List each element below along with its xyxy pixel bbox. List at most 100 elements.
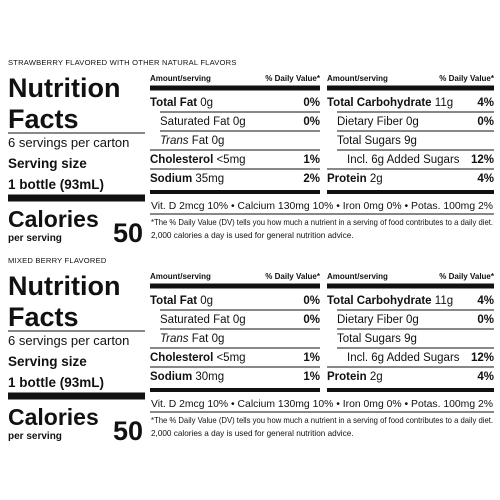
title: Facts: [8, 302, 79, 332]
nutrient-name: Fat: [192, 333, 209, 345]
calories: 50: [113, 218, 143, 248]
nutrient-name: Dietary Fiber: [337, 314, 403, 326]
column-header: Amount/serving: [327, 74, 388, 83]
nutrient-name: Total Sugars: [337, 333, 401, 345]
daily-value: 0%: [303, 97, 320, 109]
nutrient: Total Carbohydrate 11g: [327, 97, 453, 109]
nutrient-italic: Trans: [160, 333, 189, 345]
nutrient-name: Total Carbohydrate: [327, 97, 432, 109]
nutrient-amount: 2g: [370, 173, 383, 185]
nutrient: Saturated Fat 0g: [160, 116, 246, 128]
nutrient: Sodium 30mg: [150, 371, 224, 383]
nutrient-amount: 0g: [406, 314, 419, 326]
nutrient: Total Sugars 9g: [337, 333, 417, 345]
nutrient-name: Incl. 6g Added Sugars: [347, 154, 460, 166]
daily-value: 1%: [303, 371, 320, 383]
daily-value: 2%: [303, 173, 320, 185]
serving-size-label: Serving size: [8, 156, 87, 171]
daily-value: 0%: [303, 314, 320, 326]
flavor: MIXED BERRY FLAVORED: [8, 256, 107, 265]
nutrient: Sodium 35mg: [150, 173, 224, 185]
nutrient-name: Saturated Fat: [160, 314, 230, 326]
nutrient: Dietary Fiber 0g: [337, 314, 419, 326]
nutrient-name: Sodium: [150, 173, 192, 185]
nutrient-name: Total Fat: [150, 97, 197, 109]
nutrient-amount: <5mg: [216, 352, 245, 364]
nutrient: Incl. 6g Added Sugars: [347, 352, 460, 364]
nutrient-amount: 30mg: [195, 371, 224, 383]
column-header: Amount/serving: [327, 272, 388, 281]
nutrient-amount: 0g: [233, 314, 246, 326]
nutrient-name: Cholesterol: [150, 352, 213, 364]
calories-label: Calories: [8, 404, 99, 430]
title: Nutrition: [8, 271, 120, 301]
nutrient-amount: 0g: [212, 135, 225, 147]
vitamins: Vit. D 2mcg 10% • Calcium 130mg 10% • Ir…: [151, 200, 493, 212]
nutrient-amount: <5mg: [216, 154, 245, 166]
nutrient: Saturated Fat 0g: [160, 314, 246, 326]
nutrient-name: Fat: [192, 135, 209, 147]
daily-value: 1%: [303, 352, 320, 364]
daily-value: 4%: [477, 295, 494, 307]
flavor: STRAWBERRY FLAVORED WITH OTHER NATURAL F…: [8, 58, 237, 67]
calories-label: Calories: [8, 206, 99, 232]
nutrient-amount: 0g: [212, 333, 225, 345]
daily-value: 4%: [477, 97, 494, 109]
nutrient-name: Total Carbohydrate: [327, 295, 432, 307]
nutrient-amount: 11g: [435, 295, 453, 307]
column-header: Amount/serving: [150, 74, 211, 83]
daily-value: 0%: [303, 116, 320, 128]
serving-size: 1 bottle (93mL): [8, 375, 104, 390]
nutrient: Total Fat 0g: [150, 97, 213, 109]
nutrient: Trans Fat 0g: [160, 333, 224, 345]
nutrient-amount: 0g: [406, 116, 419, 128]
nutrient: Protein 2g: [327, 371, 383, 383]
column-header: % Daily Value*: [439, 272, 495, 281]
title: Nutrition: [8, 73, 120, 103]
nutrient-name: Cholesterol: [150, 154, 213, 166]
nutrient-name: Sodium: [150, 371, 192, 383]
nutrient-name: Incl. 6g Added Sugars: [347, 352, 460, 364]
footnote: 2,000 calories a day is used for general…: [151, 429, 354, 438]
nutrient-amount: 0g: [233, 116, 246, 128]
nutrient-name: Total Fat: [150, 295, 197, 307]
nutrient: Trans Fat 0g: [160, 135, 224, 147]
title: Facts: [8, 104, 79, 134]
nutrient-amount: 9g: [404, 135, 417, 147]
nutrient-name: Protein: [327, 173, 367, 185]
nutrient-amount: 2g: [370, 371, 383, 383]
nutrient-name: Dietary Fiber: [337, 116, 403, 128]
servings: 6 servings per carton: [8, 135, 129, 150]
servings: 6 servings per carton: [8, 333, 129, 348]
nutrient: Total Carbohydrate 11g: [327, 295, 453, 307]
footnote: *The % Daily Value (DV) tells you how mu…: [151, 416, 493, 425]
nutrient-amount: 0g: [200, 97, 213, 109]
nutrient: Dietary Fiber 0g: [337, 116, 419, 128]
nutrient: Total Fat 0g: [150, 295, 213, 307]
serving-size: 1 bottle (93mL): [8, 177, 104, 192]
nutrient: Total Sugars 9g: [337, 135, 417, 147]
nutrient-amount: 9g: [404, 333, 417, 345]
serving-size-label: Serving size: [8, 354, 87, 369]
daily-value: 1%: [303, 154, 320, 166]
nutrient-italic: Trans: [160, 135, 189, 147]
column-header: % Daily Value*: [439, 74, 495, 83]
daily-value: 4%: [477, 173, 494, 185]
column-header: Amount/serving: [150, 272, 211, 281]
column-header: % Daily Value*: [265, 74, 321, 83]
nutrient: Cholesterol <5mg: [150, 352, 246, 364]
footnote: 2,000 calories a day is used for general…: [151, 231, 354, 240]
column-header: % Daily Value*: [265, 272, 321, 281]
daily-value: 0%: [303, 295, 320, 307]
nutrient: Protein 2g: [327, 173, 383, 185]
daily-value: 0%: [477, 116, 494, 128]
nutrient-name: Protein: [327, 371, 367, 383]
nutrient-name: Total Sugars: [337, 135, 401, 147]
daily-value: 12%: [471, 352, 494, 364]
daily-value: 4%: [477, 371, 494, 383]
footnote: *The % Daily Value (DV) tells you how mu…: [151, 218, 493, 227]
vitamins: Vit. D 2mcg 10% • Calcium 130mg 10% • Ir…: [151, 398, 493, 410]
nutrient: Incl. 6g Added Sugars: [347, 154, 460, 166]
per-serving: per serving: [8, 233, 62, 244]
